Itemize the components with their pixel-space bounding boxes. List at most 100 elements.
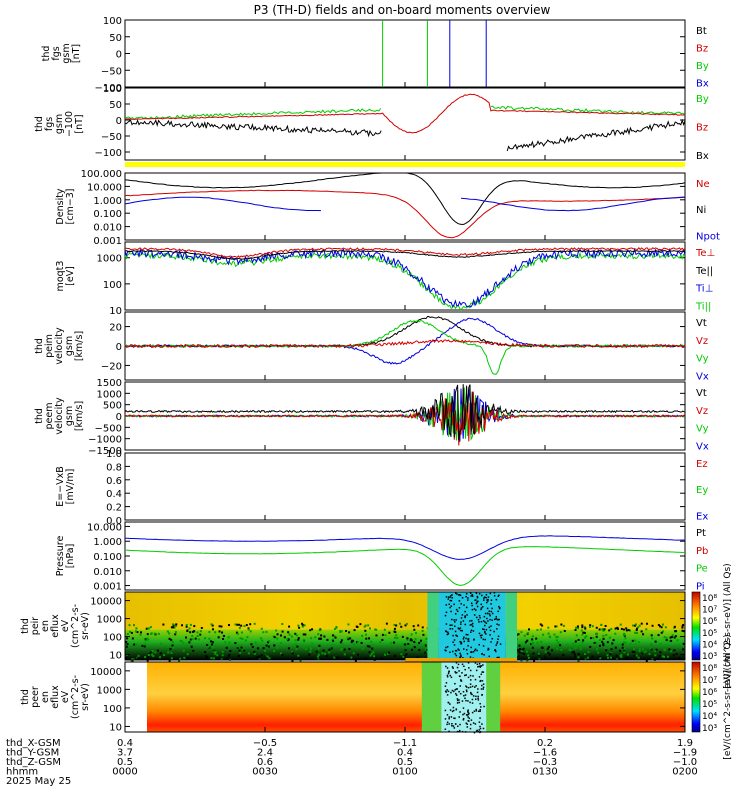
- spectrogram-pixel: [365, 657, 368, 660]
- spectrogram-pixel: [128, 624, 131, 627]
- spectrogram-pixel: [326, 638, 329, 641]
- spectrogram-pixel: [465, 722, 468, 725]
- y-axis-label-line: Pressure: [55, 536, 66, 577]
- spectrogram-pixel: [290, 635, 293, 638]
- spectrogram-pixel: [356, 653, 359, 656]
- spectrogram-pixel: [547, 646, 550, 649]
- series-trace: [124, 172, 686, 225]
- spectrogram-pixel: [426, 648, 429, 651]
- spectrogram-pixel: [481, 653, 483, 655]
- spectrogram-pixel: [222, 637, 225, 640]
- spectrogram-pixel: [168, 632, 171, 635]
- spectrogram-pixel: [580, 629, 583, 632]
- spectrogram-pixel: [559, 631, 562, 634]
- y-tick-label: 0: [116, 412, 122, 423]
- spectrogram-pixel: [487, 649, 489, 651]
- spectrogram-pixel: [250, 643, 253, 646]
- spectrogram-pixel: [450, 691, 452, 694]
- spectrogram-pixel: [445, 682, 448, 684]
- spectrogram-pixel: [482, 671, 485, 673]
- spectrogram-pixel: [463, 712, 466, 715]
- spectrogram-pixel: [462, 719, 465, 721]
- spectrogram-pixel: [273, 636, 276, 639]
- spectrogram-pixel: [676, 639, 679, 642]
- spectrogram-pixel: [333, 656, 336, 659]
- spectrogram-pixel: [214, 644, 217, 647]
- spectrogram-pixel: [126, 643, 129, 646]
- series-trace: [124, 391, 685, 446]
- spectrogram-pixel: [460, 617, 463, 619]
- spectrogram-pixel: [480, 688, 483, 690]
- spectrogram-pixel: [537, 652, 540, 655]
- spectrogram-pixel: [466, 652, 469, 655]
- y-axis-label-line: velocity: [54, 327, 65, 365]
- spectrogram-pixel: [467, 716, 469, 718]
- spectrogram-pixel: [459, 629, 462, 632]
- spectrogram-pixel: [497, 595, 500, 598]
- spectrogram-pixel: [463, 665, 465, 668]
- spectrogram-pixel: [260, 637, 263, 640]
- spectrogram-pixel: [341, 642, 344, 645]
- spectrogram-pixel: [459, 692, 462, 695]
- spectrogram-pixel: [319, 637, 322, 640]
- spectrogram-pixel: [479, 702, 481, 705]
- spectrogram-pixel: [473, 731, 476, 734]
- spectrogram-pixel: [482, 683, 485, 685]
- spectrogram-pixel: [470, 631, 472, 633]
- spectrogram-pixel: [487, 596, 490, 598]
- spectrogram-pixel: [287, 631, 290, 634]
- spectrogram-pixel: [212, 657, 215, 660]
- spectrogram-pixel: [143, 645, 146, 648]
- spectrogram-pixel: [297, 637, 300, 640]
- spectrogram-pixel: [424, 648, 427, 651]
- spectrogram-pixel: [240, 631, 243, 634]
- legend-entry: Pe: [696, 564, 708, 575]
- spectrogram-pixel: [475, 592, 478, 594]
- spectrogram-pixel: [387, 652, 390, 655]
- panel-frame: [124, 521, 686, 591]
- spectrogram-pixel: [487, 647, 490, 650]
- spectrogram-pixel: [170, 657, 173, 660]
- spectrogram-pixel: [457, 725, 459, 728]
- spectrogram-pixel: [211, 641, 214, 644]
- spectrogram-pixel: [478, 662, 481, 665]
- spectrogram-pixel: [498, 607, 501, 610]
- spectrogram-pixel: [575, 626, 578, 629]
- spectrogram-pixel: [482, 628, 484, 630]
- spectrogram-pixel: [632, 648, 635, 651]
- spectrogram-pixel: [451, 624, 453, 626]
- spectrogram-pixel: [190, 645, 193, 648]
- spectrogram-pixel: [470, 719, 473, 721]
- spectrogram-pixel: [494, 649, 496, 652]
- colorbar-tick-label: 10³: [702, 724, 717, 734]
- spectrogram-pixel: [485, 622, 488, 624]
- spectrogram-pixel: [426, 650, 429, 653]
- spectrogram-pixel: [493, 595, 496, 597]
- y-axis-label-line: E=−VxB: [55, 466, 66, 507]
- spectrogram-pixel: [343, 648, 346, 651]
- spectrogram-pixel: [640, 622, 643, 625]
- spectrogram-pixel: [486, 617, 488, 620]
- colorbar-tick-label: 10⁸: [702, 664, 717, 674]
- spectrogram-pixel: [595, 635, 598, 638]
- spectrogram-pixel: [473, 638, 475, 641]
- spectrogram-pixel: [295, 648, 298, 651]
- spectrogram-pixel: [186, 656, 189, 659]
- spectrogram-pixel: [372, 651, 375, 654]
- spectrogram-pixel: [401, 657, 404, 660]
- spectrogram-pixel: [238, 626, 241, 629]
- spectrogram-pixel: [634, 643, 637, 646]
- spectrogram-pixel: [668, 640, 671, 643]
- spectrogram-pixel: [469, 620, 471, 622]
- series-trace: [124, 535, 686, 560]
- spectrogram-pixel: [493, 592, 496, 594]
- spectrogram-pixel: [487, 600, 489, 602]
- series-trace: [124, 546, 686, 586]
- spectrogram-pixel: [554, 625, 557, 628]
- legend-entry: Vz: [696, 406, 708, 417]
- spectrogram-pixel: [291, 651, 294, 654]
- spectrogram-pixel: [424, 644, 427, 647]
- spectrogram-pixel: [574, 655, 577, 658]
- spectrogram-pixel: [485, 628, 488, 631]
- spectrogram-pixel: [412, 625, 415, 628]
